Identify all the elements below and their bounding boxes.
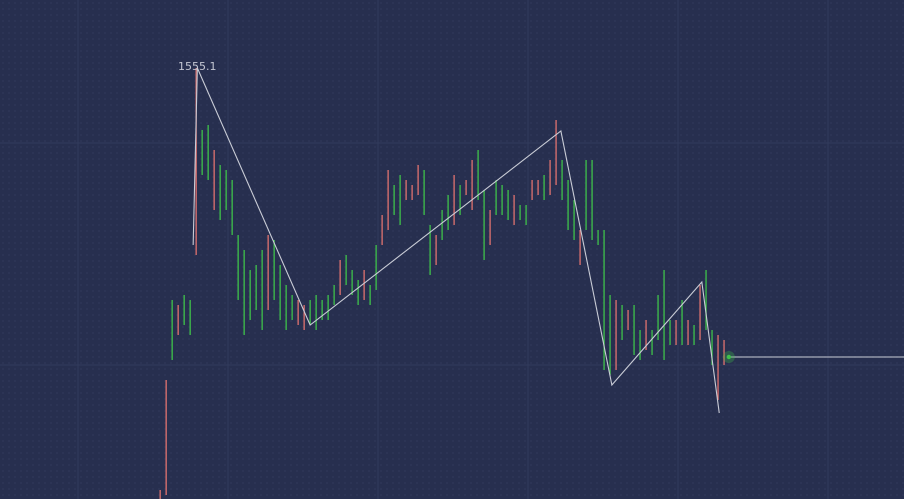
last-price-dot	[726, 354, 732, 360]
zigzag-line	[192, 67, 720, 414]
peak-label: 1555.1	[178, 60, 217, 73]
